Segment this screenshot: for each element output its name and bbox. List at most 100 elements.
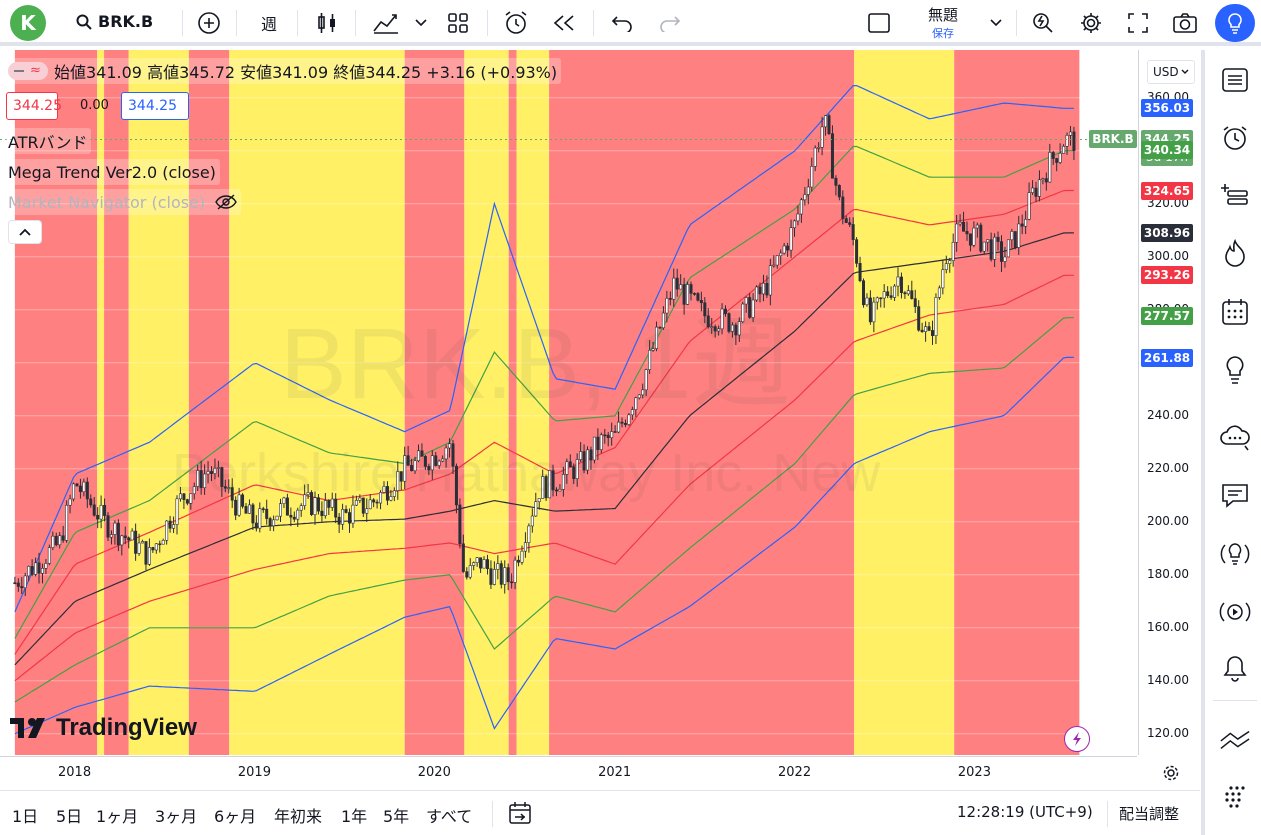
candle-body bbox=[917, 306, 921, 331]
goto-date-button[interactable] bbox=[507, 800, 533, 830]
buy-price-box[interactable]: 344.25 bbox=[121, 92, 189, 120]
trend-zone-red bbox=[508, 50, 517, 755]
range-1m[interactable]: 1ヶ月 bbox=[96, 807, 139, 826]
indicator-mega-trend[interactable]: Mega Trend Ver2.0 (close) bbox=[4, 159, 220, 185]
publish-idea-button[interactable] bbox=[1215, 4, 1255, 42]
candle-body bbox=[927, 326, 931, 331]
candle-body bbox=[1072, 131, 1076, 151]
candle-body bbox=[437, 460, 441, 466]
range-5d[interactable]: 5日 bbox=[56, 807, 83, 826]
candle-body bbox=[375, 501, 379, 504]
range-1y[interactable]: 1年 bbox=[341, 807, 368, 826]
redo-button[interactable] bbox=[655, 8, 685, 38]
candle-body bbox=[379, 492, 383, 504]
candle-body bbox=[999, 241, 1003, 262]
minds-button[interactable] bbox=[1219, 422, 1251, 454]
ideas-button[interactable] bbox=[1219, 354, 1251, 386]
series-toggle[interactable]: ≈ bbox=[8, 62, 48, 80]
quick-search-button[interactable] bbox=[1028, 8, 1058, 38]
tradingview-logo[interactable]: TradingView bbox=[10, 714, 197, 742]
indicator-atr-bands[interactable]: ATRバンド bbox=[4, 128, 92, 154]
candle-body bbox=[351, 504, 355, 524]
more-apps-button[interactable] bbox=[1219, 780, 1251, 812]
chart-pane[interactable]: BRK.B, 1週 Berkshire Hathaway Inc. New ≈ … bbox=[0, 50, 1137, 755]
candle-body bbox=[896, 276, 900, 287]
candle-body bbox=[182, 493, 186, 500]
fullscreen-layout-button[interactable] bbox=[864, 8, 894, 38]
compare-button[interactable] bbox=[195, 8, 223, 38]
candle-body bbox=[1037, 179, 1041, 197]
streams-button[interactable] bbox=[1219, 538, 1251, 570]
replay-button[interactable] bbox=[549, 8, 579, 38]
candle-body bbox=[561, 474, 565, 490]
candle-body bbox=[572, 466, 576, 479]
candle-body bbox=[40, 568, 44, 574]
candle-body bbox=[637, 394, 641, 399]
watchlist-button[interactable] bbox=[1219, 64, 1251, 96]
clock-timezone[interactable]: 12:28:19 (UTC+9) bbox=[957, 803, 1093, 821]
candle-body bbox=[151, 547, 155, 551]
user-avatar[interactable]: K bbox=[10, 5, 46, 41]
candle-body bbox=[1065, 135, 1069, 147]
candle-body bbox=[717, 328, 721, 332]
candle-body bbox=[237, 494, 241, 516]
price-chart[interactable] bbox=[0, 50, 1137, 755]
snapshot-button[interactable] bbox=[1170, 8, 1200, 38]
range-6m[interactable]: 6ヶ月 bbox=[214, 807, 257, 826]
currency-selector[interactable]: USD bbox=[1147, 60, 1195, 84]
chat-icon bbox=[1222, 484, 1248, 508]
templates-button[interactable] bbox=[444, 8, 472, 38]
chats-button[interactable] bbox=[1219, 480, 1251, 512]
calendar-arrow-icon bbox=[509, 802, 531, 824]
candle-body bbox=[92, 504, 96, 516]
fullscreen-button[interactable] bbox=[1123, 8, 1153, 38]
undo-button[interactable] bbox=[607, 8, 637, 38]
candle-body bbox=[27, 566, 31, 577]
indicators-button[interactable] bbox=[370, 8, 402, 38]
candle-body bbox=[661, 312, 665, 329]
chart-type-button[interactable] bbox=[312, 8, 342, 38]
range-all[interactable]: すべて bbox=[426, 807, 473, 826]
notifications-button[interactable] bbox=[1219, 652, 1251, 684]
alert-button[interactable] bbox=[500, 8, 532, 38]
candle-body bbox=[617, 421, 621, 433]
layout-name-button[interactable]: 無題 保存 bbox=[912, 4, 974, 41]
indicators-dropdown[interactable] bbox=[412, 8, 430, 38]
collapse-legend-button[interactable] bbox=[8, 220, 42, 244]
candle-body bbox=[803, 194, 807, 201]
alerts-button[interactable] bbox=[1219, 122, 1251, 154]
data-window-button[interactable] bbox=[1219, 724, 1251, 756]
candle-body bbox=[365, 508, 369, 514]
candle-body bbox=[144, 541, 148, 565]
price-scale[interactable]: USD 360.00340.00320.00300.00280.00260.00… bbox=[1089, 50, 1200, 755]
time-scale[interactable]: 2018 2019 2020 2021 2022 2023 bbox=[0, 756, 1137, 789]
calendar-button[interactable] bbox=[1219, 296, 1251, 328]
range-1d[interactable]: 1日 bbox=[12, 807, 39, 826]
year-tick: 2021 bbox=[598, 765, 632, 780]
ohlc-values: 始値341.09 高値345.72 安値341.09 終値344.25 +3.1… bbox=[54, 63, 558, 82]
range-3m[interactable]: 3ヶ月 bbox=[155, 807, 198, 826]
symbol-search-button[interactable]: BRK.B bbox=[76, 12, 153, 31]
range-5y[interactable]: 5年 bbox=[383, 807, 410, 826]
hotlists-button[interactable] bbox=[1219, 238, 1251, 270]
dividend-adjust-toggle[interactable]: 配当調整 bbox=[1119, 805, 1180, 823]
live-button[interactable] bbox=[1219, 596, 1251, 628]
indicator-market-navigator[interactable]: Market Navigator (close) bbox=[4, 189, 242, 215]
settings-button[interactable] bbox=[1076, 8, 1106, 38]
scale-settings-button[interactable] bbox=[1160, 762, 1182, 784]
candle-body bbox=[634, 397, 638, 410]
candle-body bbox=[679, 284, 683, 290]
candle-body bbox=[299, 505, 303, 511]
object-tree-button[interactable] bbox=[1219, 180, 1251, 212]
sell-price-box[interactable]: 344.25 bbox=[6, 92, 62, 120]
eye-crossed-icon[interactable] bbox=[215, 194, 237, 210]
candle-body bbox=[692, 293, 696, 295]
candle-body bbox=[282, 497, 286, 504]
candle-body bbox=[396, 471, 400, 491]
flash-button[interactable] bbox=[1064, 726, 1090, 752]
candle-body bbox=[1013, 231, 1017, 248]
interval-button[interactable]: 週 bbox=[260, 15, 277, 34]
layout-menu-dropdown[interactable] bbox=[986, 8, 1006, 38]
range-ytd[interactable]: 年初来 bbox=[274, 807, 323, 826]
candle-body bbox=[699, 300, 703, 304]
